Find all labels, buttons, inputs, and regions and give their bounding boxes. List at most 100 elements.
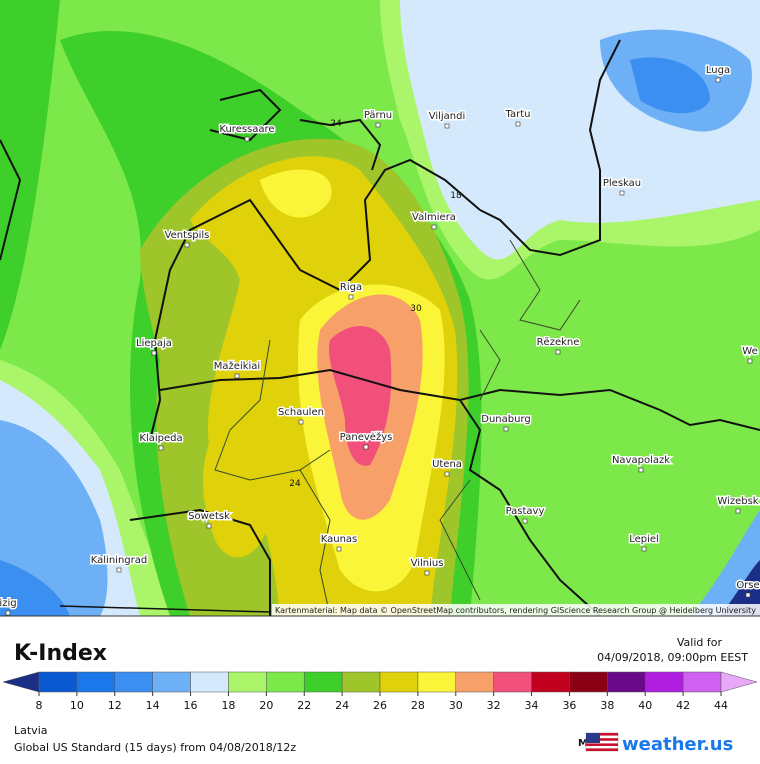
- city-label: Panevėžys: [340, 431, 393, 443]
- city-dot: [638, 467, 644, 473]
- city-label: Orse: [736, 580, 759, 591]
- colorbar-tick-label: 12: [108, 699, 122, 712]
- city-label: Dunaburg: [481, 414, 530, 425]
- city-dot: [151, 350, 157, 356]
- city-label: Viljandi: [429, 111, 466, 122]
- brand: weather.us: [622, 734, 733, 755]
- colorbar-segment: [644, 671, 684, 693]
- contour-label: 24: [330, 119, 342, 129]
- city-label: Rēzekne: [537, 337, 580, 348]
- colorbar-tick-label: 16: [184, 699, 198, 712]
- colorbar-segment: [455, 671, 494, 693]
- city-label: Mažeikiai: [214, 360, 260, 372]
- city-dot: [745, 592, 751, 598]
- contour-label: 18: [450, 191, 462, 201]
- city-label: Kaunas: [321, 534, 358, 545]
- colorbar-segment: [190, 671, 229, 693]
- colorbar-segment: [152, 671, 191, 693]
- flag: [585, 732, 619, 752]
- colorbar-segment: [266, 671, 305, 693]
- colorbar-segment: [114, 671, 153, 693]
- contour-label: 30: [410, 304, 422, 314]
- city-label: Vilnius: [411, 558, 444, 569]
- city-dot: [5, 610, 11, 616]
- attribution: Kartenmaterial: Map data © OpenStreetMap…: [275, 606, 756, 615]
- city-dot: [641, 546, 647, 552]
- city-dot: [244, 136, 250, 142]
- colorbar-segment: [682, 671, 722, 693]
- colorbar-segment: [569, 671, 608, 693]
- colorbar-tick-label: 30: [449, 699, 463, 712]
- city-dot: [116, 567, 122, 573]
- city-dot: [234, 373, 240, 379]
- colorbar-segment: [303, 671, 343, 693]
- colorbar-tick-label: 40: [638, 699, 652, 712]
- colorbar-tick-label: 8: [36, 699, 43, 712]
- colorbar-tick-label: 36: [562, 699, 576, 712]
- city-label: Kuressaare: [219, 124, 274, 135]
- city-label: Pastavy: [506, 506, 545, 517]
- colorbar-tick-label: 42: [676, 699, 690, 712]
- city-label: We: [742, 346, 757, 357]
- colorbar-segment: [76, 671, 116, 693]
- colorbar-segment: [417, 671, 457, 693]
- city-dot: [348, 294, 354, 300]
- colorbar-tick-label: 26: [373, 699, 387, 712]
- city-dot: [298, 419, 304, 425]
- contour-label: 24: [289, 479, 301, 489]
- colorbar-tick-label: 38: [600, 699, 614, 712]
- colorbar-segment: [493, 671, 532, 693]
- city-label: Lepiel: [629, 534, 659, 545]
- city-dot: [747, 358, 753, 364]
- colorbar-tick-label: 44: [714, 699, 728, 712]
- city-dot: [619, 190, 625, 196]
- city-label: Kaliningrad: [91, 555, 147, 566]
- model-line: Global US Standard (15 days) from 04/08/…: [14, 741, 296, 754]
- city-dot: [424, 570, 430, 576]
- map: [0, 0, 760, 617]
- city-label: Navapolazk: [612, 455, 670, 466]
- colorbar-tick-label: 24: [335, 699, 349, 712]
- city-dot: [363, 444, 369, 450]
- city-label: Luga: [706, 65, 730, 76]
- city-dot: [715, 77, 721, 83]
- city-label: Schaulen: [278, 407, 324, 418]
- city-dot: [735, 508, 741, 514]
- city-label: Tartu: [505, 109, 531, 120]
- city-label: Sowetsk: [188, 511, 230, 522]
- colorbar-tick-label: 14: [146, 699, 160, 712]
- city-dot: [555, 349, 561, 355]
- city-label: Pärnu: [364, 110, 392, 121]
- city-label: Klaipeda: [139, 433, 182, 444]
- colorbar-segment: [607, 671, 646, 693]
- city-dot: [503, 426, 509, 432]
- city-label: Liepaja: [136, 338, 172, 349]
- colorbar-segment: [379, 671, 419, 693]
- city-label: Pleskau: [603, 178, 641, 189]
- colorbar-tick-label: 32: [487, 699, 501, 712]
- city-dot: [184, 242, 190, 248]
- colorbar-tick-label: 22: [297, 699, 311, 712]
- city-label: Wizebsk: [717, 496, 758, 507]
- legend-title: K-Index: [14, 641, 107, 666]
- colorbar-tick-label: 28: [411, 699, 425, 712]
- city-dot: [444, 123, 450, 129]
- colorbar-tick-label: 18: [221, 699, 235, 712]
- city-label: Riga: [340, 282, 362, 293]
- city-dot: [158, 445, 164, 451]
- colorbar-tick-label: 10: [70, 699, 84, 712]
- city-dot: [522, 518, 528, 524]
- city-label: izig: [0, 598, 17, 609]
- city-dot: [431, 224, 437, 230]
- valid-label: Valid for: [677, 636, 723, 649]
- city-dot: [444, 471, 450, 477]
- colorbar-tick-label: 34: [525, 699, 539, 712]
- city-label: Utena: [432, 459, 462, 470]
- valid-time: 04/09/2018, 09:00pm EEST: [597, 651, 748, 664]
- city-dot: [515, 121, 521, 127]
- colorbar-segment: [38, 671, 78, 693]
- city-label: Ventspils: [165, 230, 210, 241]
- city-label: Valmiera: [412, 212, 456, 223]
- city-dot: [375, 122, 381, 128]
